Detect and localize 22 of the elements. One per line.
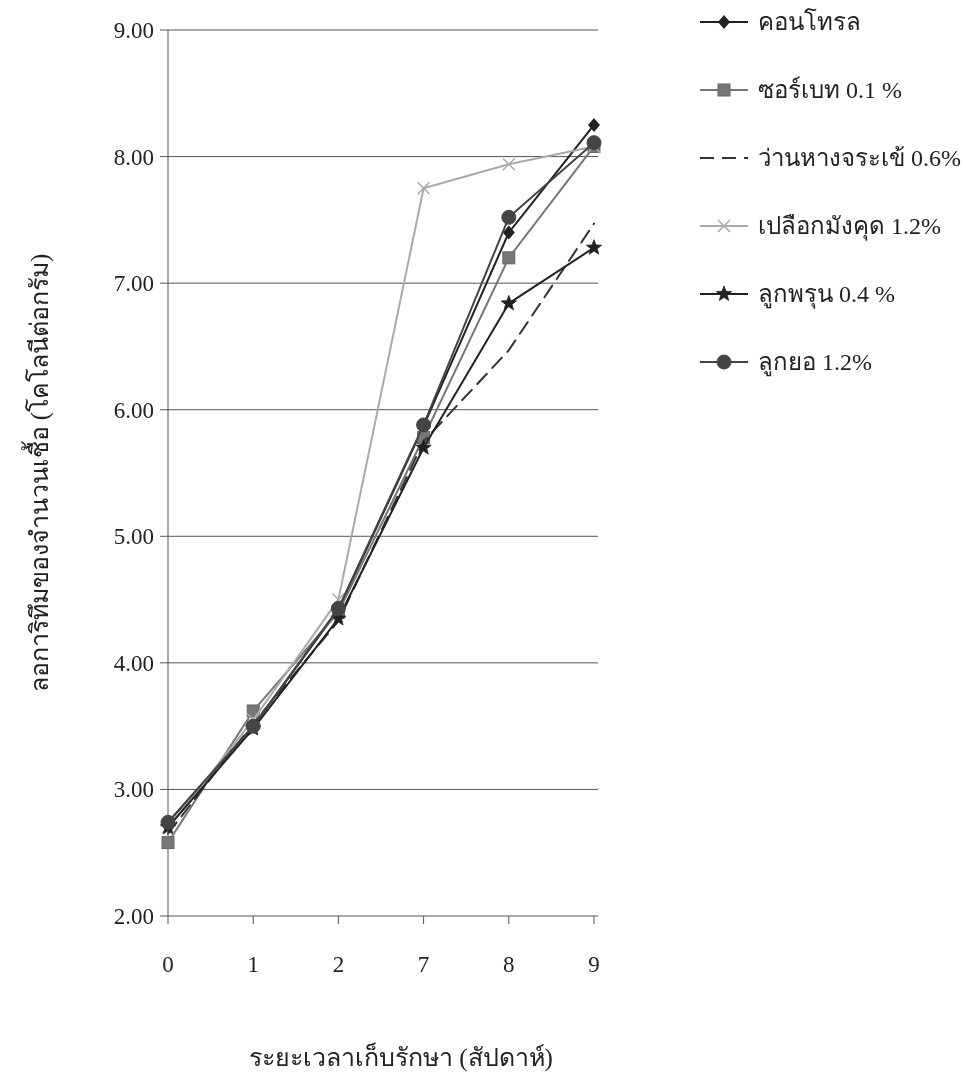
- y-tick-label: 8.00: [113, 144, 154, 170]
- y-tick-label: 2.00: [113, 904, 154, 929]
- legend-label: คอนโทรล: [758, 8, 861, 35]
- y-tick-label: 5.00: [113, 524, 154, 550]
- x-tick-label: 0: [162, 952, 174, 977]
- legend-label: ลูกยอ 1.2%: [758, 349, 872, 377]
- x-tick-label: 2: [332, 952, 345, 977]
- y-axis-title: ลอการิทึมของจำนวนเชื้อ (โคโลนีต่อกรัม): [21, 253, 54, 693]
- y-tick-label: 4.00: [113, 650, 154, 676]
- legend-label: ว่านหางจระเข้ 0.6%: [758, 145, 961, 171]
- legend-label: เปลือกมังคุด 1.2%: [758, 213, 941, 241]
- legend-label: ลูกพรุน 0.4 %: [758, 281, 895, 309]
- legend-label: ซอร์เบท 0.1 %: [758, 76, 902, 103]
- x-tick-label: 8: [503, 952, 515, 977]
- x-axis-title: ระยะเวลาเก็บรักษา (สัปดาห์): [249, 1042, 553, 1072]
- x-tick-label: 1: [247, 952, 259, 977]
- y-tick-label: 3.00: [113, 777, 154, 803]
- y-tick-label: 6.00: [113, 397, 154, 423]
- x-tick-label: 9: [588, 952, 600, 977]
- y-tick-label: 9.00: [113, 18, 154, 43]
- x-tick-label: 7: [417, 952, 430, 977]
- y-tick-label: 7.00: [113, 271, 154, 297]
